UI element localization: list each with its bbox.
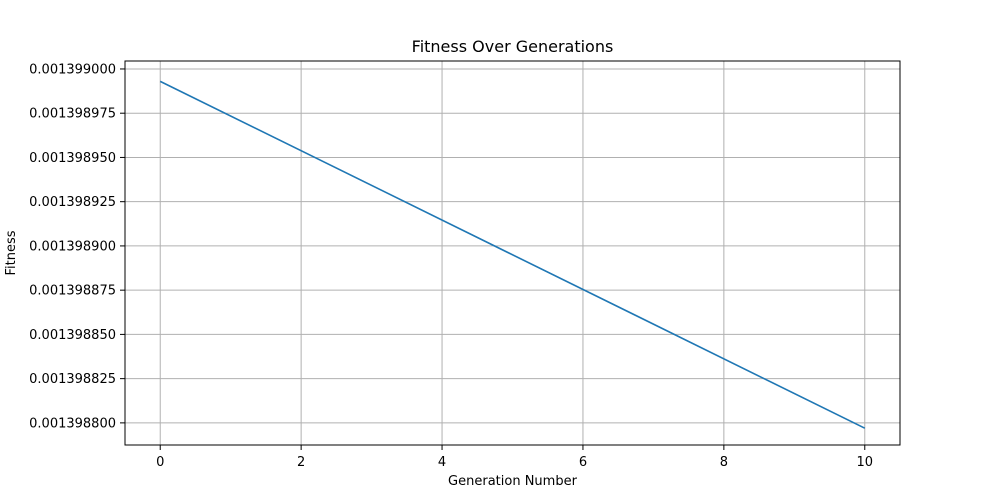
y-tick-label: 0.001398950 [29,151,116,166]
y-tick-label: 0.001398850 [29,328,116,343]
x-gridlines [159,61,866,445]
y-tick-label: 0.001398875 [29,284,116,299]
x-tick-label: 0 [156,455,164,470]
x-axis-ticks: 0 2 4 6 8 10 [156,445,873,470]
y-axis-label: Fitness [4,230,19,275]
x-tick-label: 8 [720,455,728,470]
x-axis-label: Generation Number [448,474,578,489]
x-tick-label: 4 [438,455,446,470]
x-tick-label: 6 [579,455,587,470]
y-tick-label: 0.001398925 [29,195,116,210]
y-tick-label: 0.001398800 [29,416,116,431]
series-layer [159,80,866,429]
y-tick-label: 0.001399000 [29,62,116,77]
y-axis-ticks: 0.001398800 0.001398825 0.001398850 0.00139… [29,62,125,431]
x-tick-label: 2 [297,455,305,470]
x-tick-label: 10 [856,455,873,470]
y-tick-label: 0.001398825 [29,372,116,387]
chart-title: Fitness Over Generations [412,37,614,56]
y-tick-label: 0.001398975 [29,107,116,122]
y-tick-label: 0.001398900 [29,239,116,254]
y-gridlines [125,68,900,424]
plot-frame [124,60,901,446]
series-line [159,80,866,429]
